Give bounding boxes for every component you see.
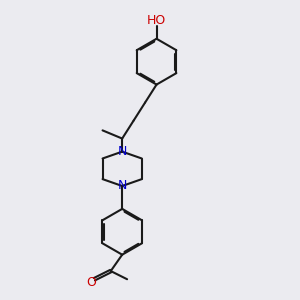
Text: O: O xyxy=(86,276,96,289)
Text: HO: HO xyxy=(147,14,166,27)
Text: N: N xyxy=(118,145,127,158)
Text: N: N xyxy=(118,179,127,193)
